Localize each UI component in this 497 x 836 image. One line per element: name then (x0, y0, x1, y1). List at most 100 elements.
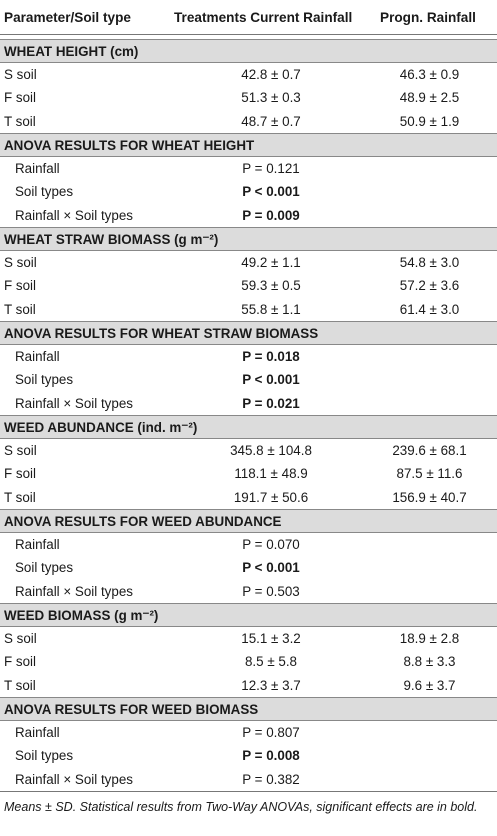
table-row: S soil 42.8 ± 0.7 46.3 ± 0.9 (0, 63, 497, 87)
section-title: ANOVA RESULTS FOR WEED BIOMASS (4, 702, 259, 717)
soil-label: F soil (4, 278, 36, 293)
anova-factor-label: Rainfall (15, 348, 60, 364)
anova-factor-label: Soil types (15, 372, 74, 387)
progn-rainfall-value: 8.8 ± 3.3 (403, 654, 456, 669)
progn-rainfall-value: 48.9 ± 2.5 (399, 90, 460, 105)
anova-row: Rainfall P = 0.070 (0, 533, 497, 557)
anova-row: Soil types P < 0.001 (0, 368, 497, 392)
p-value: P = 0.009 (242, 207, 300, 223)
soil-label: F soil (4, 466, 36, 481)
current-rainfall-value: 345.8 ± 104.8 (230, 442, 312, 458)
header-current-rainfall: Treatments Current Rainfall (174, 10, 353, 25)
current-rainfall-value: 48.7 ± 0.7 (241, 113, 301, 129)
section-title: ANOVA RESULTS FOR WEED ABUNDANCE (4, 514, 282, 529)
progn-rainfall-value: 18.9 ± 2.8 (399, 630, 460, 646)
progn-rainfall-value: 87.5 ± 11.6 (396, 466, 463, 481)
table-row: F soil 118.1 ± 48.9 87.5 ± 11.6 (0, 462, 497, 486)
p-value: P = 0.807 (242, 724, 300, 740)
section-header: WEED ABUNDANCE (ind. m⁻²) (0, 415, 497, 439)
progn-rainfall-value: 156.9 ± 40.7 (392, 489, 467, 505)
section-title: WHEAT STRAW BIOMASS (g m⁻²) (4, 232, 219, 247)
current-rainfall-value: 12.3 ± 3.7 (241, 677, 301, 693)
anova-factor-label: Rainfall (15, 536, 60, 552)
table-row: T soil 12.3 ± 3.7 9.6 ± 3.7 (0, 674, 497, 698)
p-value: P = 0.008 (242, 748, 300, 763)
p-value: P = 0.382 (242, 771, 300, 787)
soil-label: T soil (4, 677, 36, 693)
anova-row: Soil types P = 0.008 (0, 744, 497, 768)
anova-factor-label: Rainfall × Soil types (15, 771, 133, 787)
section-title: WEED BIOMASS (g m⁻²) (4, 608, 159, 623)
soil-label: T soil (4, 113, 36, 129)
anova-row: Rainfall × Soil types P = 0.009 (0, 204, 497, 228)
current-rainfall-value: 118.1 ± 48.9 (234, 466, 308, 481)
p-value: P = 0.021 (242, 395, 300, 411)
anova-row: Rainfall P = 0.018 (0, 345, 497, 369)
anova-row: Rainfall P = 0.807 (0, 721, 497, 745)
anova-row: Soil types P < 0.001 (0, 180, 497, 204)
table-row: S soil 49.2 ± 1.1 54.8 ± 3.0 (0, 251, 497, 275)
table-body: WHEAT HEIGHT (cm) S soil 42.8 ± 0.7 46.3 ± … (0, 39, 497, 791)
current-rainfall-value: 15.1 ± 3.2 (241, 630, 301, 646)
table-row: F soil 51.3 ± 0.3 48.9 ± 2.5 (0, 86, 497, 110)
section-header: WHEAT STRAW BIOMASS (g m⁻²) (0, 227, 497, 251)
section-title: ANOVA RESULTS FOR WHEAT STRAW BIOMASS (4, 326, 319, 341)
anova-factor-label: Soil types (15, 184, 74, 199)
anova-row: Rainfall × Soil types P = 0.021 (0, 392, 497, 416)
section-header: ANOVA RESULTS FOR WEED ABUNDANCE (0, 509, 497, 533)
soil-label: S soil (4, 442, 37, 458)
p-value: P < 0.001 (242, 184, 300, 199)
current-rainfall-value: 55.8 ± 1.1 (241, 301, 301, 317)
p-value: P = 0.018 (242, 348, 300, 364)
anova-factor-label: Rainfall (15, 160, 60, 176)
soil-label: T soil (4, 489, 36, 505)
anova-factor-label: Soil types (15, 748, 74, 763)
soil-label: F soil (4, 90, 36, 105)
current-rainfall-value: 191.7 ± 50.6 (233, 489, 309, 505)
current-rainfall-value: 42.8 ± 0.7 (241, 66, 301, 82)
section-title: WHEAT HEIGHT (cm) (4, 44, 139, 59)
section-header: ANOVA RESULTS FOR WHEAT STRAW BIOMASS (0, 321, 497, 345)
section-header: ANOVA RESULTS FOR WHEAT HEIGHT (0, 133, 497, 157)
table-row: S soil 15.1 ± 3.2 18.9 ± 2.8 (0, 627, 497, 651)
table-row: T soil 191.7 ± 50.6 156.9 ± 40.7 (0, 486, 497, 510)
header-parameter: Parameter/Soil type (4, 10, 131, 25)
section-title: ANOVA RESULTS FOR WHEAT HEIGHT (4, 138, 255, 153)
progn-rainfall-value: 61.4 ± 3.0 (399, 301, 460, 317)
table-bottom-rule (0, 791, 497, 792)
current-rainfall-value: 49.2 ± 1.1 (241, 254, 301, 270)
anova-factor-label: Soil types (15, 560, 74, 575)
p-value: P = 0.070 (242, 536, 300, 552)
table-row: S soil 345.8 ± 104.8 239.6 ± 68.1 (0, 439, 497, 463)
soil-label: T soil (4, 301, 36, 317)
anova-row: Rainfall P = 0.121 (0, 157, 497, 181)
progn-rainfall-value: 9.6 ± 3.7 (403, 677, 456, 693)
p-value: P < 0.001 (242, 560, 300, 575)
current-rainfall-value: 59.3 ± 0.5 (241, 278, 301, 293)
anova-factor-label: Rainfall × Soil types (15, 583, 133, 599)
soil-label: F soil (4, 654, 36, 669)
progn-rainfall-value: 239.6 ± 68.1 (392, 442, 467, 458)
anova-factor-label: Rainfall (15, 724, 60, 740)
soil-label: S soil (4, 254, 37, 270)
anova-factor-label: Rainfall × Soil types (15, 395, 133, 411)
table-footnote: Means ± SD. Statistical results from Two… (4, 800, 478, 814)
header-progn-rainfall: Progn. Rainfall (380, 10, 476, 25)
soil-label: S soil (4, 66, 37, 82)
table-row: F soil 8.5 ± 5.8 8.8 ± 3.3 (0, 650, 497, 674)
progn-rainfall-value: 57.2 ± 3.6 (399, 278, 460, 293)
section-title: WEED ABUNDANCE (ind. m⁻²) (4, 420, 198, 435)
table-row: T soil 55.8 ± 1.1 61.4 ± 3.0 (0, 298, 497, 322)
section-header: WHEAT HEIGHT (cm) (0, 39, 497, 63)
current-rainfall-value: 51.3 ± 0.3 (241, 90, 301, 105)
section-header: WEED BIOMASS (g m⁻²) (0, 603, 497, 627)
anova-row: Rainfall × Soil types P = 0.382 (0, 768, 497, 792)
section-header: ANOVA RESULTS FOR WEED BIOMASS (0, 697, 497, 721)
table-header: Parameter/Soil type Treatments Current R… (0, 0, 497, 35)
table-row: F soil 59.3 ± 0.5 57.2 ± 3.6 (0, 274, 497, 298)
anova-row: Soil types P < 0.001 (0, 556, 497, 580)
anova-factor-label: Rainfall × Soil types (15, 207, 133, 223)
anova-row: Rainfall × Soil types P = 0.503 (0, 580, 497, 604)
progn-rainfall-value: 54.8 ± 3.0 (399, 254, 460, 270)
progn-rainfall-value: 50.9 ± 1.9 (399, 113, 460, 129)
